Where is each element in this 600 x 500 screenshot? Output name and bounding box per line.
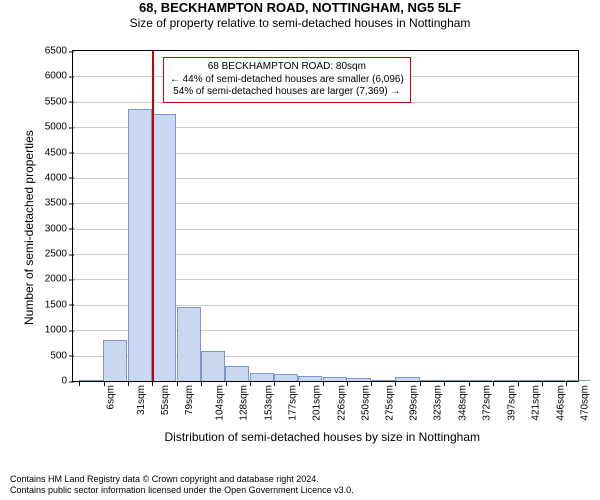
x-tick-label: 55sqm: [158, 385, 171, 415]
histogram-bar: [395, 377, 419, 381]
x-tick-label: 397sqm: [505, 385, 518, 421]
x-tick-mark: [493, 381, 494, 386]
footer-line-1: Contains HM Land Registry data © Crown c…: [10, 474, 600, 485]
histogram-bar: [371, 380, 395, 381]
x-tick-mark: [566, 381, 567, 386]
y-tick-label: 2500: [45, 249, 73, 260]
x-tick-mark: [201, 381, 202, 386]
histogram-bar: [298, 376, 322, 381]
histogram-bar: [152, 114, 176, 381]
x-tick-mark: [542, 381, 543, 386]
y-tick-label: 3500: [45, 198, 73, 209]
histogram-bar: [419, 380, 443, 381]
y-tick-label: 1500: [45, 299, 73, 310]
histogram-bar: [468, 380, 492, 381]
x-tick-label: 153sqm: [261, 385, 274, 421]
x-tick-mark: [79, 381, 80, 386]
footer: Contains HM Land Registry data © Crown c…: [0, 474, 600, 496]
histogram-bar: [323, 377, 347, 381]
x-tick-mark: [420, 381, 421, 386]
x-tick-label: 6sqm: [103, 385, 116, 409]
x-tick-label: 177sqm: [285, 385, 298, 421]
x-tick-label: 323sqm: [431, 385, 444, 421]
x-tick-label: 250sqm: [358, 385, 371, 421]
annotation-box: 68 BECKHAMPTON ROAD: 80sqm← 44% of semi-…: [163, 57, 411, 103]
x-tick-mark: [371, 381, 372, 386]
plot-area: 0500100015002000250030003500400045005000…: [72, 50, 579, 382]
property-marker-line: [152, 51, 154, 381]
histogram-bar: [103, 340, 127, 381]
x-tick-label: 104sqm: [212, 385, 225, 421]
histogram-bar: [346, 378, 370, 381]
histogram-bar: [177, 307, 201, 381]
x-tick-mark: [469, 381, 470, 386]
annotation-line: 68 BECKHAMPTON ROAD: 80sqm: [170, 61, 404, 74]
x-tick-mark: [299, 381, 300, 386]
x-tick-mark: [250, 381, 251, 386]
histogram-bar: [541, 380, 565, 381]
histogram-bar: [79, 380, 103, 381]
histogram-bar: [493, 380, 517, 381]
x-tick-mark: [444, 381, 445, 386]
y-tick-label: 6500: [45, 46, 73, 57]
y-tick-label: 0: [61, 376, 73, 387]
x-tick-mark: [395, 381, 396, 386]
footer-line-2: Contains public sector information licen…: [10, 485, 600, 496]
x-tick-mark: [274, 381, 275, 386]
y-tick-label: 4500: [45, 147, 73, 158]
x-tick-label: 446sqm: [554, 385, 567, 421]
x-tick-mark: [177, 381, 178, 386]
x-axis-label: Distribution of semi-detached houses by …: [165, 430, 481, 444]
x-tick-label: 226sqm: [334, 385, 347, 421]
x-tick-mark: [518, 381, 519, 386]
x-tick-label: 31sqm: [134, 385, 147, 415]
x-tick-mark: [347, 381, 348, 386]
x-tick-label: 128sqm: [236, 385, 249, 421]
x-tick-label: 372sqm: [480, 385, 493, 421]
y-tick-label: 3000: [45, 223, 73, 234]
histogram-bar: [274, 374, 298, 381]
y-tick-label: 500: [50, 350, 73, 361]
histogram-bar: [444, 380, 468, 381]
annotation-line: 54% of semi-detached houses are larger (…: [170, 86, 404, 99]
x-tick-mark: [104, 381, 105, 386]
x-tick-mark: [152, 381, 153, 386]
x-tick-label: 470sqm: [578, 385, 591, 421]
x-tick-label: 79sqm: [182, 385, 195, 415]
y-tick-label: 1000: [45, 325, 73, 336]
histogram-bar: [128, 109, 152, 381]
histogram-bar: [566, 380, 590, 381]
x-tick-mark: [128, 381, 129, 386]
x-tick-label: 299sqm: [407, 385, 420, 421]
y-axis-label: Number of semi-detached properties: [22, 130, 36, 325]
y-tick-label: 5500: [45, 96, 73, 107]
histogram-bar: [225, 366, 249, 381]
histogram-bar: [250, 373, 274, 381]
x-tick-mark: [226, 381, 227, 386]
histogram-bar: [517, 380, 541, 381]
y-tick-label: 2000: [45, 274, 73, 285]
y-tick-label: 4000: [45, 172, 73, 183]
x-tick-label: 275sqm: [383, 385, 396, 421]
chart-container: 0 500 1000 1500 2000 2500 3000 3500 4000 4500 5000…: [0, 0, 600, 460]
y-tick-label: 6000: [45, 71, 73, 82]
x-tick-label: 201sqm: [309, 385, 322, 421]
x-tick-label: 421sqm: [529, 385, 542, 421]
x-tick-mark: [323, 381, 324, 386]
histogram-bar: [201, 351, 225, 381]
x-tick-label: 348sqm: [456, 385, 469, 421]
y-tick-label: 5000: [45, 122, 73, 133]
annotation-line: ← 44% of semi-detached houses are smalle…: [170, 74, 404, 87]
